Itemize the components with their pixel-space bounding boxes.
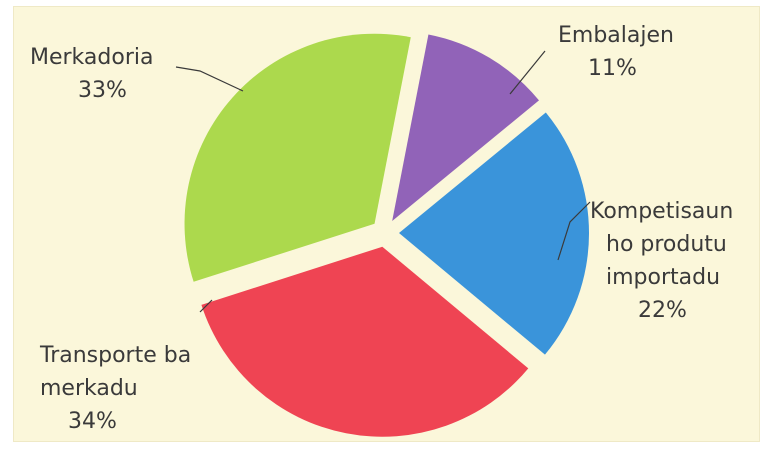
slice-2-value-label: 22% bbox=[638, 298, 687, 323]
pie-slice-3 bbox=[201, 246, 529, 437]
slice-3-name-label: Transporte ba bbox=[39, 343, 191, 368]
pie-slice-4 bbox=[184, 33, 411, 282]
leader-line-4 bbox=[175, 66, 244, 92]
slice-2-name-label: ho produtu bbox=[606, 232, 727, 257]
slice-2-name-label: Kompetisaun bbox=[590, 199, 733, 224]
slice-2-name-label: importadu bbox=[606, 265, 720, 290]
pie-slice-2 bbox=[399, 112, 589, 355]
pie-slice-1 bbox=[392, 34, 539, 221]
slice-1-name-label: Embalajen bbox=[558, 23, 674, 48]
leader-line-1 bbox=[509, 50, 546, 95]
slice-4-value-label: 33% bbox=[78, 78, 127, 103]
slice-3-name-label: merkadu bbox=[40, 376, 138, 401]
slice-4-name-label: Merkadoria bbox=[30, 45, 153, 70]
slice-1-value-label: 11% bbox=[588, 56, 637, 81]
leader-line-2 bbox=[557, 201, 591, 261]
leader-line-3 bbox=[199, 299, 213, 313]
slice-3-value-label: 34% bbox=[68, 409, 117, 434]
